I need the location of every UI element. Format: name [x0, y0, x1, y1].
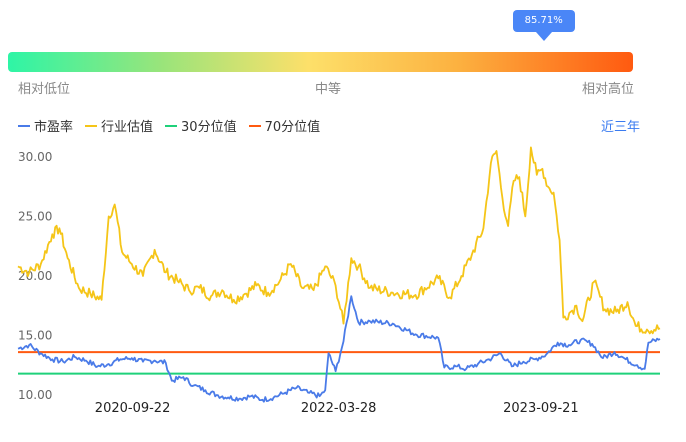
- scale-low-label: 相对低位: [18, 82, 71, 97]
- legend-label: 30分位值: [181, 120, 237, 135]
- legend-item-p70[interactable]: 70分位值: [248, 116, 321, 135]
- x-tick-label: 2020-09-22: [95, 401, 171, 416]
- y-tick-label: 10.00: [18, 388, 52, 402]
- legend-item-pe[interactable]: 市盈率: [18, 116, 73, 135]
- period-button[interactable]: 近三年: [600, 120, 640, 135]
- scale-high-label: 相对高位: [582, 82, 635, 97]
- y-tick-label: 15.00: [18, 328, 52, 342]
- scale-mid-label: 中等: [315, 82, 342, 97]
- y-tick-label: 25.00: [18, 209, 52, 223]
- legend-swatch: [85, 124, 98, 127]
- legend-item-p30[interactable]: 30分位值: [165, 116, 237, 135]
- x-tick-label: 2022-03-28: [301, 401, 377, 416]
- series-line-行业估值: [17, 146, 661, 335]
- valuation-gradient-bar: [8, 52, 633, 72]
- series-line-市盈率: [17, 295, 661, 403]
- y-tick-label: 30.00: [18, 150, 52, 164]
- legend-item-industry[interactable]: 行业估值: [85, 116, 153, 135]
- percentile-tooltip: 85.71%: [512, 10, 575, 32]
- chart-legend: 市盈率 行业估值 30分位值 70分位值: [18, 116, 320, 135]
- legend-label: 行业估值: [101, 120, 154, 135]
- legend-label: 70分位值: [264, 120, 321, 135]
- tooltip-arrow: [535, 32, 552, 41]
- x-tick-label: 2023-09-21: [503, 401, 579, 416]
- legend-swatch: [165, 124, 178, 127]
- legend-label: 市盈率: [34, 120, 74, 135]
- legend-swatch: [248, 124, 261, 127]
- legend-swatch: [18, 124, 30, 127]
